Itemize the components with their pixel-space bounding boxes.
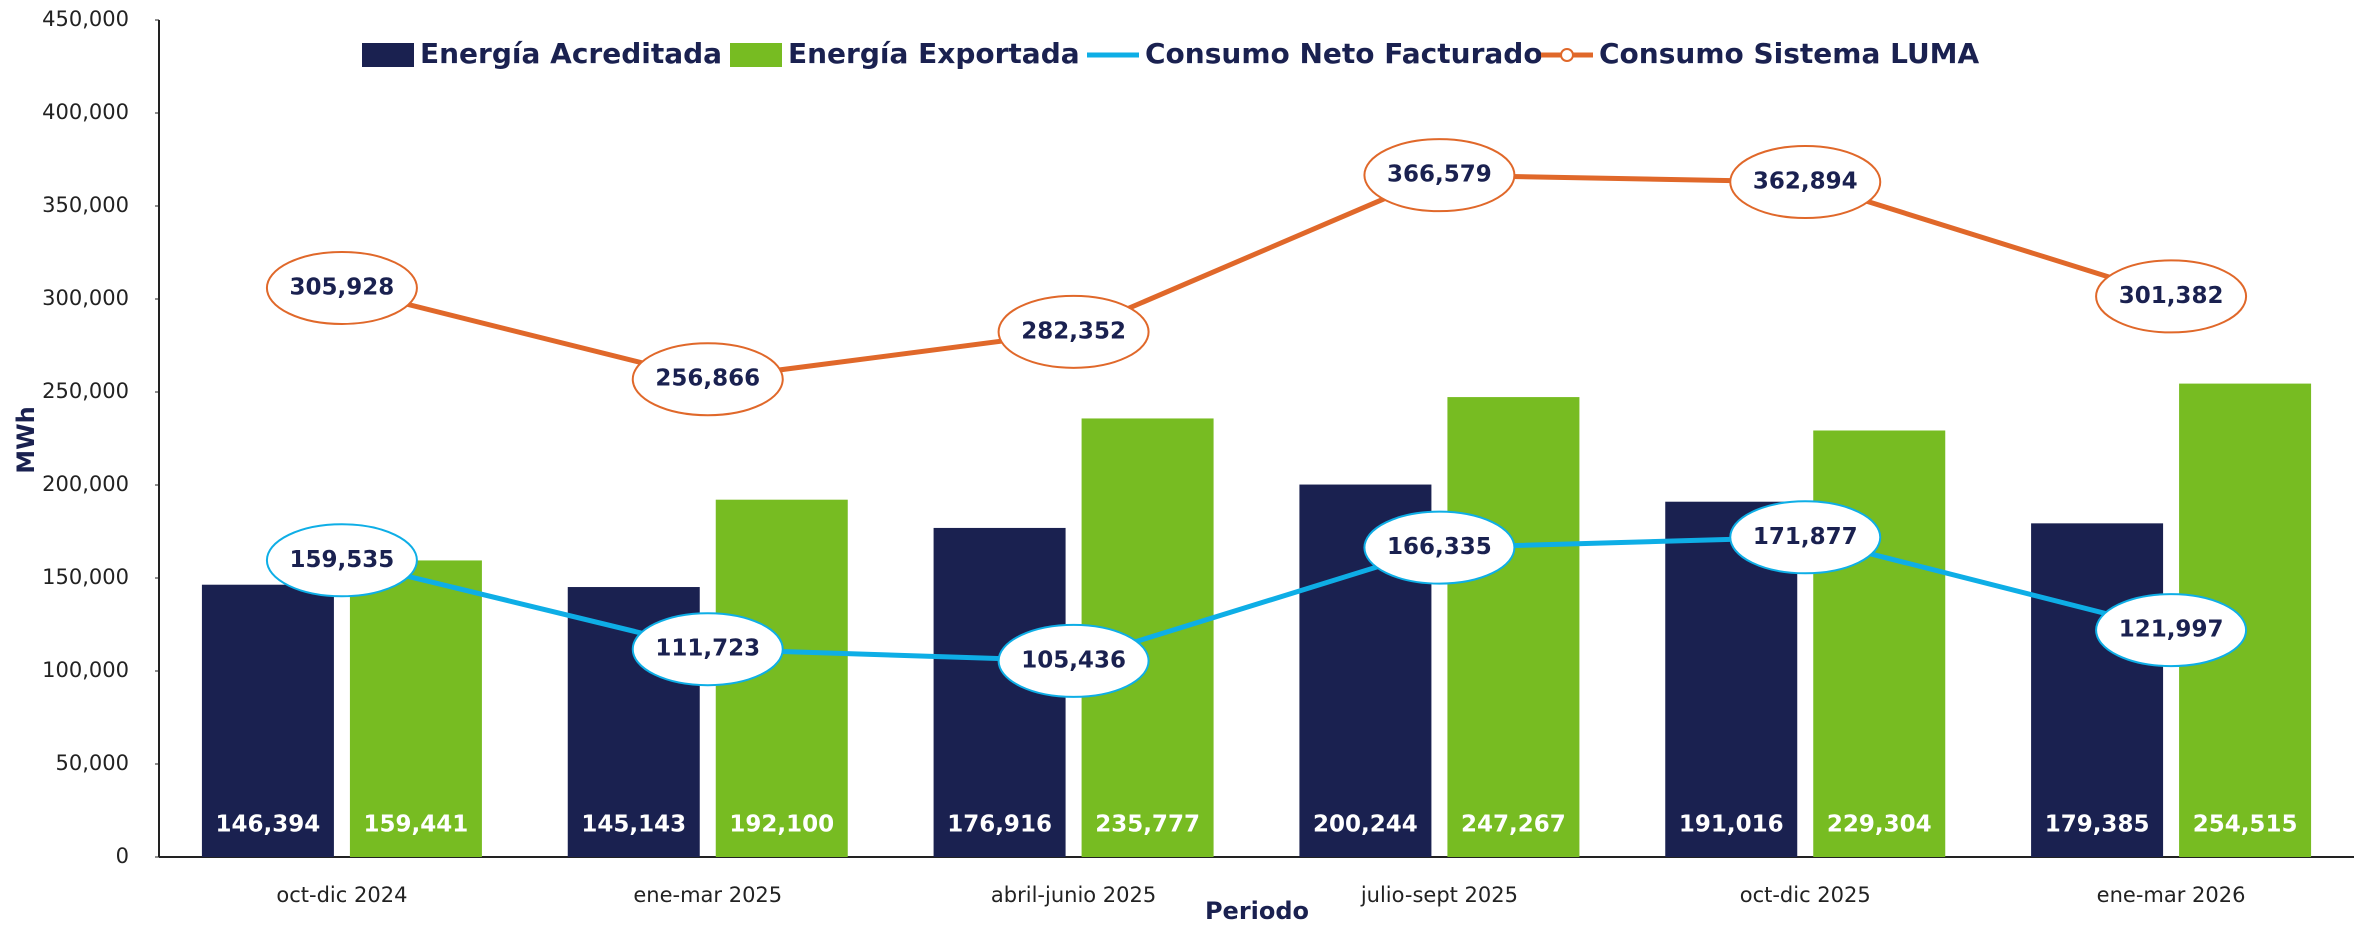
bar-value-label: 235,777 xyxy=(1095,812,1200,838)
y-tick-label: 400,000 xyxy=(42,100,129,124)
x-tick-label: ene-mar 2026 xyxy=(2097,883,2246,907)
bar xyxy=(201,584,334,857)
bar-value-label: 200,244 xyxy=(1313,812,1418,838)
y-tick-label: 100,000 xyxy=(42,658,129,682)
point-label-bubble xyxy=(2095,593,2248,668)
point-label-bubble xyxy=(265,250,418,325)
point-value-label: 256,866 xyxy=(655,366,760,392)
legend-label: Consumo Sistema LUMA xyxy=(1599,37,1980,70)
x-tick-label: julio-sept 2025 xyxy=(1360,883,1518,907)
y-tick-label: 150,000 xyxy=(42,565,129,589)
point-value-label: 305,928 xyxy=(290,274,395,300)
bar xyxy=(2031,523,2164,857)
x-tick-label: oct-dic 2024 xyxy=(276,883,407,907)
bar-value-label: 159,441 xyxy=(364,812,469,838)
point-value-label: 362,894 xyxy=(1753,169,1858,195)
point-value-label: 282,352 xyxy=(1021,318,1126,344)
x-axis-title: Periodo xyxy=(1205,897,1309,925)
bar-value-label: 192,100 xyxy=(729,812,834,838)
legend-label: Energía Acreditada xyxy=(420,37,722,70)
y-tick-label: 350,000 xyxy=(42,193,129,217)
x-tick-label: ene-mar 2025 xyxy=(633,883,782,907)
point-label-bubble xyxy=(997,294,1150,369)
bar-value-label: 145,143 xyxy=(581,812,686,838)
legend-marker xyxy=(1560,48,1574,62)
point-value-label: 171,877 xyxy=(1753,524,1858,550)
x-tick-label: oct-dic 2025 xyxy=(1740,883,1871,907)
bar xyxy=(349,560,482,857)
point-label-bubble xyxy=(631,342,784,417)
point-label-bubble xyxy=(997,623,1150,698)
y-tick-label: 250,000 xyxy=(42,379,129,403)
y-tick-label: 50,000 xyxy=(56,751,129,775)
point-label-bubble xyxy=(2095,259,2248,334)
point-label-bubble xyxy=(265,523,418,598)
point-value-label: 105,436 xyxy=(1021,647,1126,673)
point-label-bubble xyxy=(1729,145,1882,220)
point-value-label: 366,579 xyxy=(1387,162,1492,188)
bar-value-label: 229,304 xyxy=(1827,812,1932,838)
point-label-bubble xyxy=(631,612,784,687)
bar-value-label: 254,515 xyxy=(2193,812,2298,838)
bar xyxy=(1447,397,1580,857)
point-label-bubble xyxy=(1363,510,1516,585)
point-value-label: 159,535 xyxy=(290,547,395,573)
point-label-bubble xyxy=(1729,500,1882,575)
point-value-label: 111,723 xyxy=(655,636,760,662)
legend-label: Energía Exportada xyxy=(788,37,1080,70)
y-tick-label: 450,000 xyxy=(42,7,129,31)
y-axis-title: MWh xyxy=(12,406,40,473)
y-tick-label: 200,000 xyxy=(42,472,129,496)
y-tick-label: 300,000 xyxy=(42,286,129,310)
bar-value-label: 179,385 xyxy=(2045,812,2150,838)
y-tick-label: 0 xyxy=(116,844,129,868)
bar xyxy=(1813,430,1946,857)
legend-label: Consumo Neto Facturado xyxy=(1145,37,1543,70)
point-value-label: 301,382 xyxy=(2119,283,2224,309)
legend-swatch xyxy=(362,43,414,67)
bar-value-label: 176,916 xyxy=(947,812,1052,838)
bar-value-label: 247,267 xyxy=(1461,812,1566,838)
legend-swatch xyxy=(730,43,782,67)
x-tick-label: abril-junio 2025 xyxy=(991,883,1156,907)
bar-value-label: 191,016 xyxy=(1679,812,1784,838)
bar-value-label: 146,394 xyxy=(216,812,321,838)
point-value-label: 166,335 xyxy=(1387,534,1492,560)
point-value-label: 121,997 xyxy=(2119,617,2224,643)
point-label-bubble xyxy=(1363,138,1516,213)
line xyxy=(341,172,2172,382)
